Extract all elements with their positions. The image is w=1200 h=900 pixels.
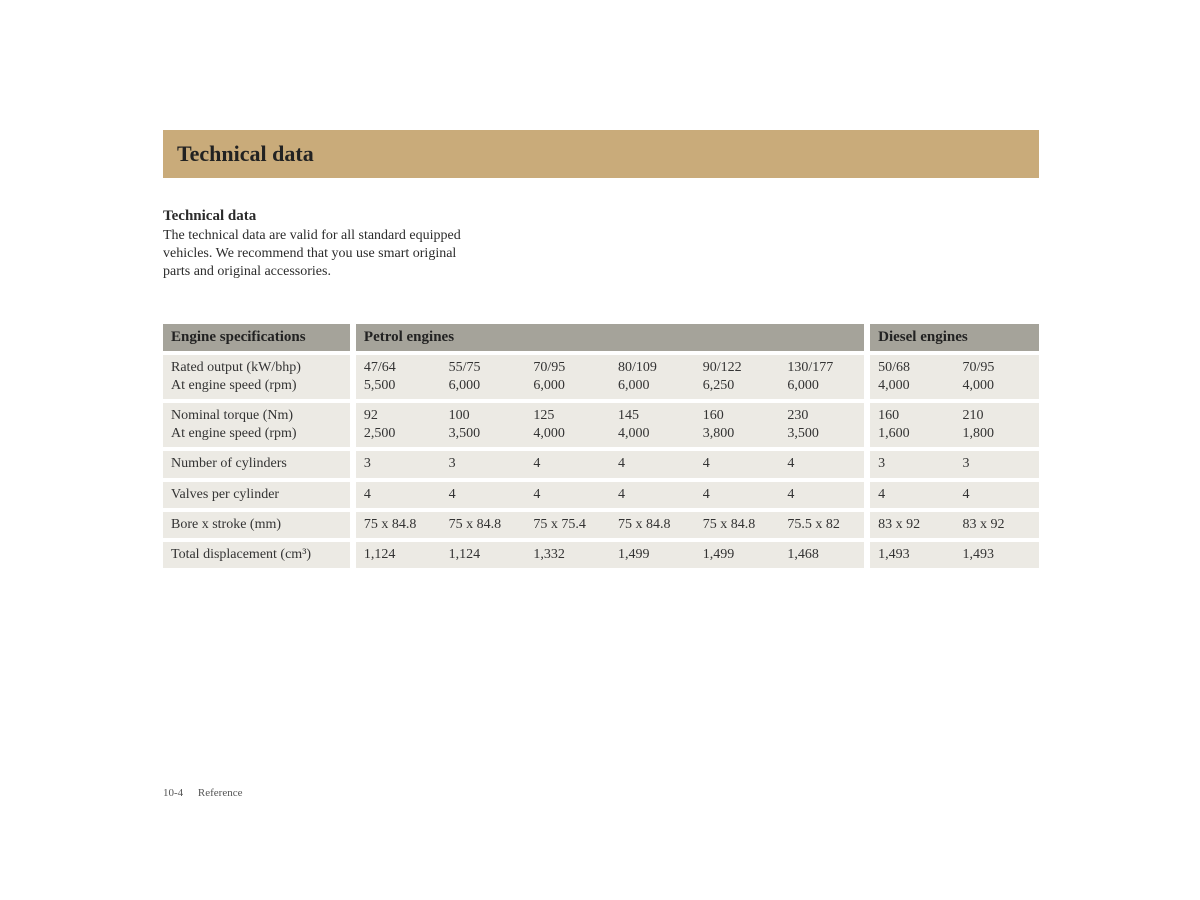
row-label: Bore x stroke (mm) bbox=[163, 512, 350, 538]
table-row: Nominal torque (Nm)At engine speed (rpm)… bbox=[163, 403, 1039, 447]
cell-petrol: 130/1776,000 bbox=[779, 355, 864, 399]
cell-diesel: 1,493 bbox=[955, 542, 1039, 568]
cell-petrol: 4 bbox=[695, 451, 780, 477]
table-row: Total displacement (cm³)1,1241,1241,3321… bbox=[163, 542, 1039, 568]
cell-petrol: 75 x 84.8 bbox=[441, 512, 526, 538]
content-area: Technical data Technical data The techni… bbox=[163, 130, 1039, 568]
cell-diesel: 3 bbox=[870, 451, 954, 477]
row-label: Total displacement (cm³) bbox=[163, 542, 350, 568]
row-label: Valves per cylinder bbox=[163, 482, 350, 508]
cell-diesel: 4 bbox=[870, 482, 954, 508]
cell-petrol: 4 bbox=[695, 482, 780, 508]
cell-petrol: 1,332 bbox=[525, 542, 610, 568]
cell-petrol: 1254,000 bbox=[525, 403, 610, 447]
title-bar: Technical data bbox=[163, 130, 1039, 178]
col-header-label: Engine specifications bbox=[163, 324, 350, 351]
cell-petrol: 70/956,000 bbox=[525, 355, 610, 399]
cell-petrol: 2303,500 bbox=[779, 403, 864, 447]
cell-petrol: 1,499 bbox=[610, 542, 695, 568]
page: Technical data Technical data The techni… bbox=[0, 0, 1200, 900]
cell-petrol: 4 bbox=[610, 451, 695, 477]
cell-petrol: 55/756,000 bbox=[441, 355, 526, 399]
cell-petrol: 4 bbox=[356, 482, 441, 508]
row-label: Nominal torque (Nm)At engine speed (rpm) bbox=[163, 403, 350, 447]
col-header-diesel: Diesel engines bbox=[870, 324, 1039, 351]
cell-petrol: 4 bbox=[779, 451, 864, 477]
cell-petrol: 90/1226,250 bbox=[695, 355, 780, 399]
engine-spec-table: Engine specificationsPetrol enginesDiese… bbox=[163, 324, 1039, 569]
cell-diesel: 1601,600 bbox=[870, 403, 954, 447]
footer-section: Reference bbox=[198, 787, 243, 799]
table-row: Rated output (kW/bhp)At engine speed (rp… bbox=[163, 355, 1039, 399]
cell-petrol: 1,468 bbox=[779, 542, 864, 568]
cell-petrol: 80/1096,000 bbox=[610, 355, 695, 399]
cell-diesel: 2101,800 bbox=[955, 403, 1039, 447]
cell-diesel: 50/684,000 bbox=[870, 355, 954, 399]
cell-petrol: 1454,000 bbox=[610, 403, 695, 447]
table-row: Valves per cylinder44444444 bbox=[163, 482, 1039, 508]
page-footer: 10-4 Reference bbox=[163, 787, 243, 799]
cell-petrol: 4 bbox=[610, 482, 695, 508]
cell-petrol: 75 x 84.8 bbox=[695, 512, 780, 538]
cell-petrol: 1603,800 bbox=[695, 403, 780, 447]
cell-petrol: 75 x 84.8 bbox=[610, 512, 695, 538]
cell-petrol: 3 bbox=[356, 451, 441, 477]
col-header-petrol: Petrol engines bbox=[356, 324, 864, 351]
cell-petrol: 1,499 bbox=[695, 542, 780, 568]
footer-page-number: 10-4 bbox=[163, 787, 183, 799]
cell-diesel: 4 bbox=[955, 482, 1039, 508]
intro-block: Technical data The technical data are va… bbox=[163, 208, 463, 282]
cell-petrol: 75 x 75.4 bbox=[525, 512, 610, 538]
table-row: Bore x stroke (mm)75 x 84.875 x 84.875 x… bbox=[163, 512, 1039, 538]
cell-petrol: 1,124 bbox=[441, 542, 526, 568]
page-title: Technical data bbox=[177, 141, 1025, 167]
row-label: Number of cylinders bbox=[163, 451, 350, 477]
cell-petrol: 1,124 bbox=[356, 542, 441, 568]
cell-petrol: 75 x 84.8 bbox=[356, 512, 441, 538]
cell-diesel: 83 x 92 bbox=[870, 512, 954, 538]
intro-body: The technical data are valid for all sta… bbox=[163, 227, 463, 282]
cell-diesel: 70/954,000 bbox=[955, 355, 1039, 399]
row-label: Rated output (kW/bhp)At engine speed (rp… bbox=[163, 355, 350, 399]
cell-petrol: 4 bbox=[441, 482, 526, 508]
table-row: Number of cylinders33444433 bbox=[163, 451, 1039, 477]
cell-petrol: 75.5 x 82 bbox=[779, 512, 864, 538]
cell-petrol: 4 bbox=[779, 482, 864, 508]
table-header-row: Engine specificationsPetrol enginesDiese… bbox=[163, 324, 1039, 351]
cell-petrol: 47/645,500 bbox=[356, 355, 441, 399]
cell-petrol: 1003,500 bbox=[441, 403, 526, 447]
cell-petrol: 4 bbox=[525, 482, 610, 508]
cell-petrol: 922,500 bbox=[356, 403, 441, 447]
intro-heading: Technical data bbox=[163, 208, 463, 225]
cell-diesel: 1,493 bbox=[870, 542, 954, 568]
cell-diesel: 83 x 92 bbox=[955, 512, 1039, 538]
cell-petrol: 3 bbox=[441, 451, 526, 477]
cell-diesel: 3 bbox=[955, 451, 1039, 477]
cell-petrol: 4 bbox=[525, 451, 610, 477]
